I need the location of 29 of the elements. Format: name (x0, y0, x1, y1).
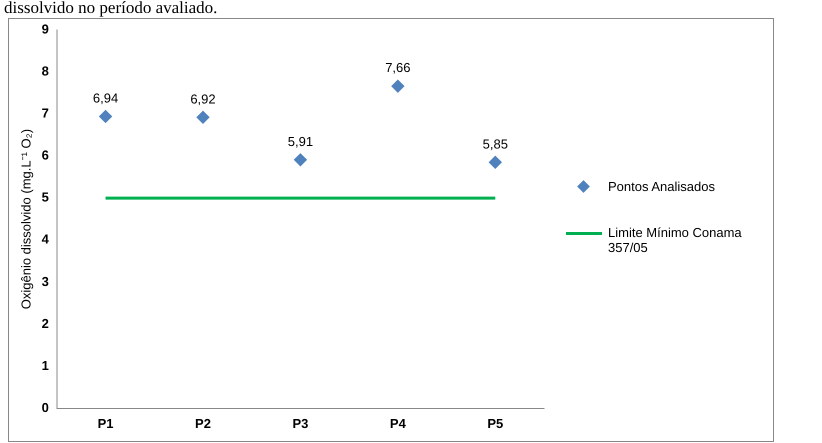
data-label: 5,91 (288, 134, 314, 149)
legend-label: Pontos Analisados (608, 179, 715, 194)
y-tick-label: 3 (42, 274, 49, 289)
x-tick-label: P5 (487, 416, 504, 431)
data-label: 5,85 (482, 136, 508, 152)
y-tick-label: 4 (42, 232, 50, 247)
y-tick-label: 7 (42, 106, 49, 121)
data-label: 6,92 (190, 91, 216, 106)
point (196, 110, 210, 124)
y-tick-label: 6 (42, 148, 49, 163)
point (488, 156, 502, 169)
x-tick-label: P1 (98, 416, 114, 431)
y-tick-label: 0 (42, 400, 49, 415)
x-tick-label: P3 (292, 416, 308, 431)
legend-label: Limite Mínimo Conama 357/05 (608, 225, 743, 255)
y-tick-label: 5 (42, 190, 49, 205)
point (294, 153, 307, 166)
y-tick-label: 2 (42, 316, 49, 331)
point (99, 110, 112, 123)
data-label: 7,66 (385, 60, 411, 76)
y-tick-label: 8 (42, 63, 49, 78)
text: dissolvido no período avaliado. (4, 0, 218, 18)
y-tick-label: 1 (42, 358, 49, 373)
y-tick-label: 9 (42, 21, 49, 36)
x-tick-label: P2 (195, 416, 211, 431)
y-axis-title: Oxigênio dissolvido (mg.L⁻¹ O₂) (18, 128, 34, 310)
data-label: 6,94 (92, 90, 118, 106)
point (391, 80, 404, 93)
x-tick-label: P4 (390, 416, 407, 431)
